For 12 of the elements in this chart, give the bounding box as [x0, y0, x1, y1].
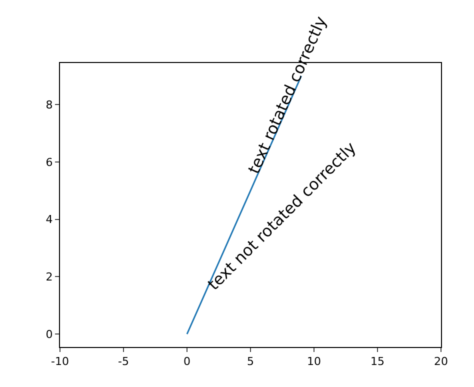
x-tick-label: -10 [51, 355, 69, 368]
y-tick-label: 4 [46, 213, 53, 226]
y-tick-label: 8 [46, 98, 53, 112]
x-tick-label: 10 [307, 355, 321, 368]
x-tick-label: 5 [247, 355, 254, 368]
y-tick-label: 2 [46, 270, 53, 284]
x-tick-label: 15 [370, 355, 384, 368]
x-tick-label: 20 [434, 355, 448, 368]
y-tick-label: 6 [46, 156, 53, 169]
x-tick-label: 0 [184, 355, 190, 368]
y-tick-label: 0 [46, 328, 53, 341]
x-tick-label: -5 [118, 355, 129, 368]
